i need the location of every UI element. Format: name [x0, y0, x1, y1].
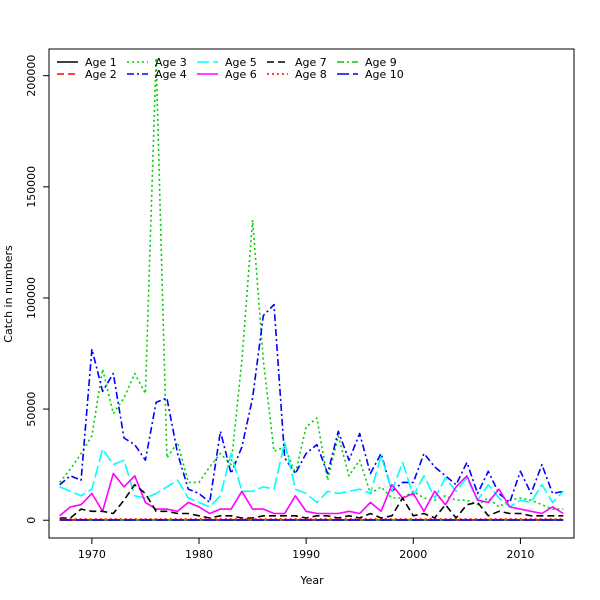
legend-label-age-4: Age 4	[155, 68, 187, 81]
y-tick-label: 0	[25, 517, 38, 524]
x-tick-label: 1990	[292, 548, 320, 561]
legend-label-age-7: Age 7	[295, 56, 327, 69]
x-tick-label: 1980	[185, 548, 213, 561]
y-tick-label: 100000	[25, 277, 38, 319]
legend-label-age-1: Age 1	[85, 56, 117, 69]
series-line-age-6	[59, 472, 564, 517]
series-line-age-4	[59, 303, 564, 504]
x-axis: 1970 1980 1990 2000 2010	[78, 537, 534, 561]
x-axis-title: Year	[299, 574, 324, 587]
legend-label-age-6: Age 6	[225, 68, 257, 81]
y-axis-title: Catch in numbers	[2, 245, 15, 343]
legend-label-age-8: Age 8	[295, 68, 327, 81]
y-axis: 0 50000 100000 150000 200000	[25, 55, 50, 524]
legend-label-age-3: Age 3	[155, 56, 187, 69]
y-tick-label: 200000	[25, 55, 38, 97]
x-tick-label: 1970	[78, 548, 106, 561]
legend-label-age-5: Age 5	[225, 56, 257, 69]
series-layer	[59, 57, 564, 521]
legend-label-age-9: Age 9	[365, 56, 397, 69]
x-tick-label: 2010	[506, 548, 534, 561]
series-line-age-7	[59, 483, 564, 519]
legend-label-age-2: Age 2	[85, 68, 117, 81]
x-tick-label: 2000	[399, 548, 427, 561]
y-tick-label: 50000	[25, 392, 38, 427]
legend-label-age-10: Age 10	[365, 68, 404, 81]
y-tick-label: 150000	[25, 166, 38, 208]
